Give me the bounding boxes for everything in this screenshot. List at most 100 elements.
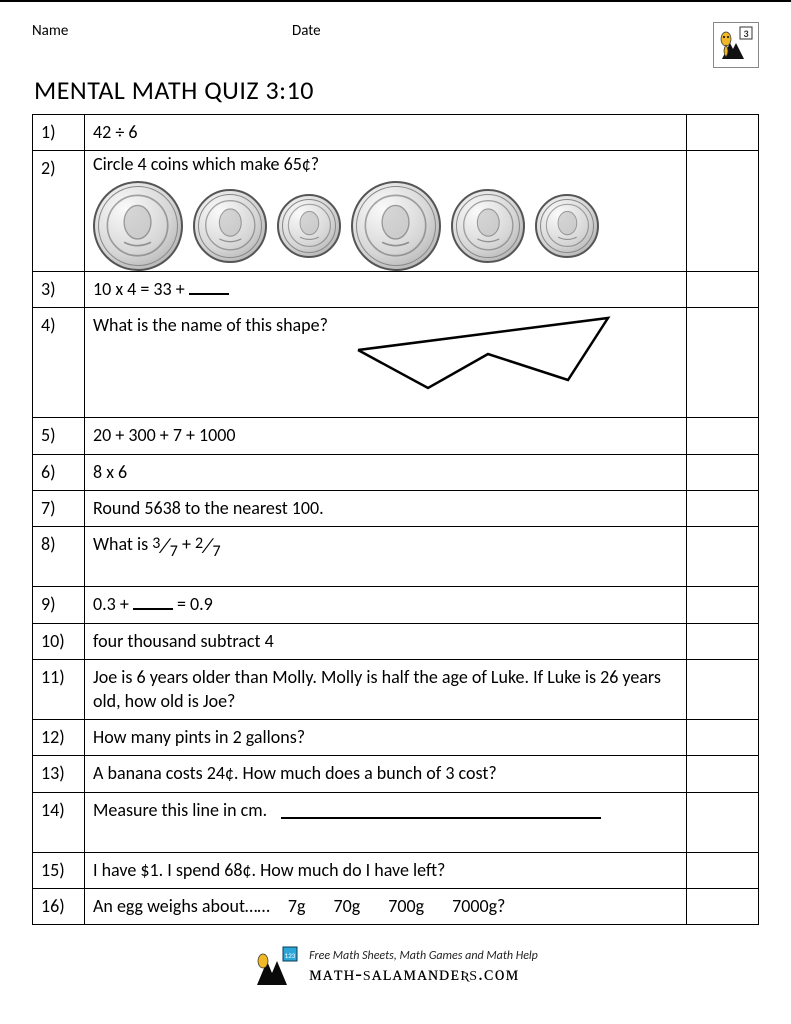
grade-badge: 3 xyxy=(713,22,759,68)
salamander-icon: 3 xyxy=(716,25,756,65)
name-label: Name xyxy=(32,22,292,40)
q-number: 16) xyxy=(33,889,85,925)
fill-blank[interactable] xyxy=(189,279,229,295)
answer-cell[interactable] xyxy=(687,115,759,151)
q-text: I have $1. I spend 68¢. How much do I ha… xyxy=(85,852,687,888)
q-number: 5) xyxy=(33,418,85,454)
table-row: 5) 20 + 300 + 7 + 1000 xyxy=(33,418,759,454)
logo-icon: 123 xyxy=(253,945,301,989)
table-row: 4) What is the name of this shape? xyxy=(33,308,759,418)
q-text: 42 ÷ 6 xyxy=(85,115,687,151)
answer-cell[interactable] xyxy=(687,623,759,659)
q-number: 8) xyxy=(33,527,85,587)
table-row: 8) What is 3⁄7 + 2⁄7 xyxy=(33,527,759,587)
answer-cell[interactable] xyxy=(687,418,759,454)
q-text-pre: What is xyxy=(93,533,152,555)
arrow-shape-icon xyxy=(348,310,628,400)
answer-cell[interactable] xyxy=(687,660,759,720)
coin-quarter[interactable] xyxy=(351,181,441,271)
option[interactable]: 7000g? xyxy=(452,895,505,918)
quiz-table: 1) 42 ÷ 6 2) Circle 4 coins which make 6… xyxy=(32,114,759,925)
answer-cell[interactable] xyxy=(687,490,759,526)
header-row: Name Date 3 xyxy=(32,22,759,68)
answer-cell[interactable] xyxy=(687,756,759,792)
svg-text:123: 123 xyxy=(285,951,296,960)
answer-cell[interactable] xyxy=(687,271,759,307)
worksheet-page: Name Date 3 MENTAL MATH QUIZ 3:10 1) 42 … xyxy=(0,0,791,1005)
table-row: 1) 42 ÷ 6 xyxy=(33,115,759,151)
q-text: What is 3⁄7 + 2⁄7 xyxy=(85,527,687,587)
footer-text: Free Math Sheets, Math Games and Math He… xyxy=(309,949,538,986)
answer-cell[interactable] xyxy=(687,719,759,755)
answer-cell[interactable] xyxy=(687,454,759,490)
q-text: 0.3 + = 0.9 xyxy=(85,587,687,623)
table-row: 16) An egg weighs about…… 7g 70g 700g 7000g… xyxy=(33,889,759,925)
q-text-pre: 0.3 + xyxy=(93,593,133,615)
date-label: Date xyxy=(292,22,713,40)
answer-cell[interactable] xyxy=(687,792,759,852)
answer-cell[interactable] xyxy=(687,527,759,587)
option[interactable]: 70g xyxy=(334,895,361,918)
q-text-pre: An egg weighs about…… xyxy=(93,895,270,917)
coin-quarter[interactable] xyxy=(93,181,183,271)
q-text: A banana costs 24¢. How much does a bunc… xyxy=(85,756,687,792)
q-text-label: What is the name of this shape? xyxy=(93,314,348,337)
q-number: 1) xyxy=(33,115,85,151)
coin-nickel[interactable] xyxy=(451,189,525,263)
option[interactable]: 700g xyxy=(388,895,424,918)
option-list: 7g 70g 700g 7000g? xyxy=(274,895,519,917)
footer-url: ᴍᴀᴛʜ-sᴀʟᴀᴍᴀɴᴅᴇʀs.ᴄᴏᴍ xyxy=(309,963,538,986)
q-text: 10 x 4 = 33 + xyxy=(85,271,687,307)
q-text-mid: + xyxy=(182,533,195,555)
answer-cell[interactable] xyxy=(687,308,759,418)
q-text: 8 x 6 xyxy=(85,454,687,490)
q-text-pre: 10 x 4 = 33 + xyxy=(93,278,189,300)
q-number: 6) xyxy=(33,454,85,490)
answer-cell[interactable] xyxy=(687,587,759,623)
q-number: 2) xyxy=(33,151,85,271)
fill-blank[interactable] xyxy=(133,594,173,610)
fraction-2: 2⁄7 xyxy=(195,534,221,556)
q-number: 7) xyxy=(33,490,85,526)
footer: 123 Free Math Sheets, Math Games and Mat… xyxy=(32,939,759,995)
answer-cell[interactable] xyxy=(687,151,759,271)
table-row: 13) A banana costs 24¢. How much does a … xyxy=(33,756,759,792)
fraction-1: 3⁄7 xyxy=(152,534,178,556)
q-number: 11) xyxy=(33,660,85,720)
measure-line xyxy=(281,803,601,819)
worksheet-title: MENTAL MATH QUIZ 3:10 xyxy=(34,74,759,106)
q-text-post: = 0.9 xyxy=(173,593,213,615)
table-row: 3) 10 x 4 = 33 + xyxy=(33,271,759,307)
option[interactable]: 7g xyxy=(288,895,306,918)
q-number: 15) xyxy=(33,852,85,888)
q-number: 3) xyxy=(33,271,85,307)
coins-container xyxy=(85,177,687,272)
table-row: 12) How many pints in 2 gallons? xyxy=(33,719,759,755)
q-number: 12) xyxy=(33,719,85,755)
table-row: 7) Round 5638 to the nearest 100. xyxy=(33,490,759,526)
q-number: 13) xyxy=(33,756,85,792)
q-text: Joe is 6 years older than Molly. Molly i… xyxy=(85,660,687,720)
table-row xyxy=(33,177,759,272)
q-number: 4) xyxy=(33,308,85,418)
table-row: 10) four thousand subtract 4 xyxy=(33,623,759,659)
q-text-label: Measure this line in cm. xyxy=(93,799,267,821)
table-row: 6) 8 x 6 xyxy=(33,454,759,490)
q-number: 14) xyxy=(33,792,85,852)
table-row: 9) 0.3 + = 0.9 xyxy=(33,587,759,623)
answer-cell[interactable] xyxy=(687,889,759,925)
table-row: 14) Measure this line in cm. xyxy=(33,792,759,852)
q-text: four thousand subtract 4 xyxy=(85,623,687,659)
coin-dime[interactable] xyxy=(277,194,341,258)
q-text: 20 + 300 + 7 + 1000 xyxy=(85,418,687,454)
q-text: Measure this line in cm. xyxy=(85,792,687,852)
answer-cell[interactable] xyxy=(687,852,759,888)
coin-dime[interactable] xyxy=(535,194,599,258)
coin-nickel[interactable] xyxy=(193,189,267,263)
table-row: 11) Joe is 6 years older than Molly. Mol… xyxy=(33,660,759,720)
q-text: How many pints in 2 gallons? xyxy=(85,719,687,755)
table-row: 2) Circle 4 coins which make 65¢? xyxy=(33,151,759,177)
svg-text:3: 3 xyxy=(743,27,748,40)
q-text: Circle 4 coins which make 65¢? xyxy=(85,151,687,177)
q-number: 10) xyxy=(33,623,85,659)
